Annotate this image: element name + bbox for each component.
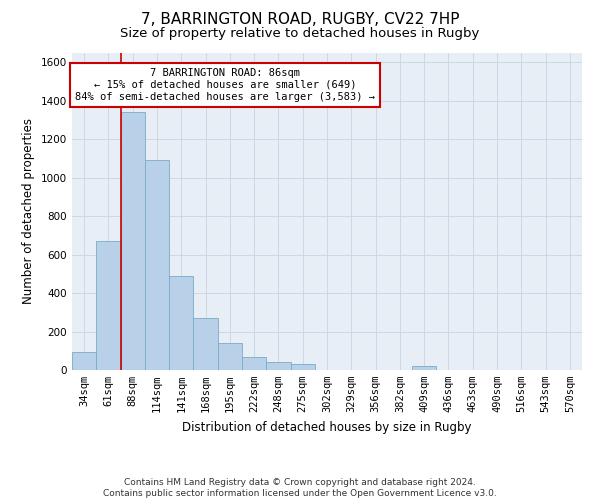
Bar [169, 276, 193, 370]
Y-axis label: Number of detached properties: Number of detached properties [22, 118, 35, 304]
Text: 7 BARRINGTON ROAD: 86sqm
← 15% of detached houses are smaller (649)
84% of semi-: 7 BARRINGTON ROAD: 86sqm ← 15% of detach… [75, 68, 375, 102]
Bar [96, 241, 121, 370]
Bar [145, 160, 169, 370]
Bar [72, 352, 96, 370]
Bar [193, 318, 218, 370]
Bar [218, 343, 242, 370]
Text: 7, BARRINGTON ROAD, RUGBY, CV22 7HP: 7, BARRINGTON ROAD, RUGBY, CV22 7HP [141, 12, 459, 28]
Bar [242, 356, 266, 370]
Bar [412, 366, 436, 370]
Bar [121, 112, 145, 370]
X-axis label: Distribution of detached houses by size in Rugby: Distribution of detached houses by size … [182, 420, 472, 434]
Bar [290, 364, 315, 370]
Text: Contains HM Land Registry data © Crown copyright and database right 2024.
Contai: Contains HM Land Registry data © Crown c… [103, 478, 497, 498]
Bar [266, 362, 290, 370]
Text: Size of property relative to detached houses in Rugby: Size of property relative to detached ho… [121, 28, 479, 40]
